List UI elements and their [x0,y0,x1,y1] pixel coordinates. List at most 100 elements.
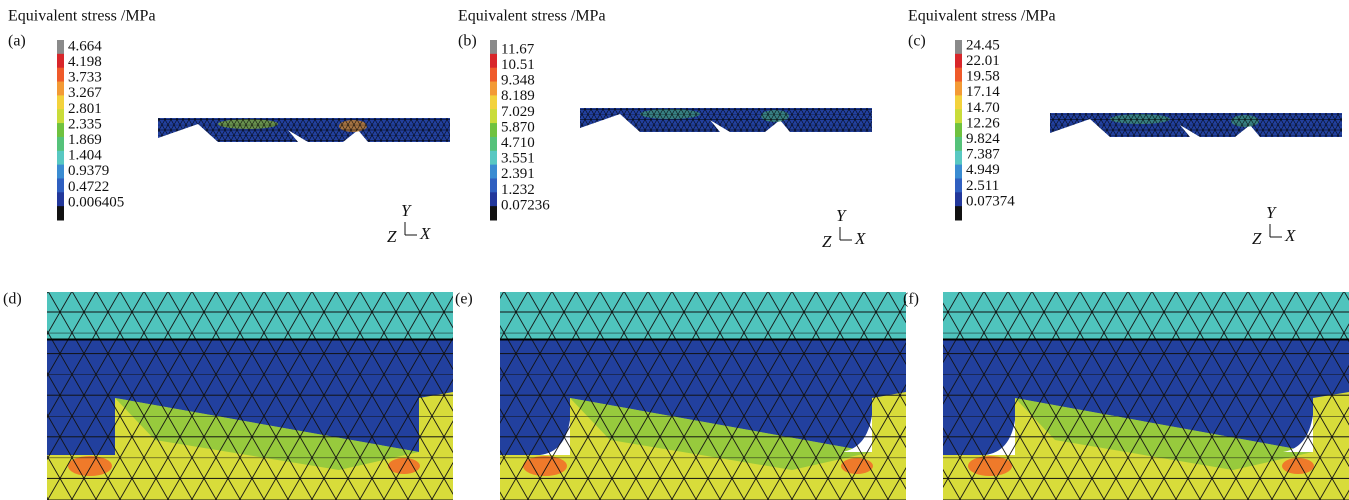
axis-z: Z [1252,229,1262,248]
colorbar-segment [57,53,64,69]
colorbar-label: 2.391 [501,166,535,182]
colorbar-label: 1.232 [501,182,535,198]
colorbar-label: 17.14 [966,84,1000,100]
colorbar-label: 10.51 [501,57,535,73]
colorbar-label: 4.710 [501,135,535,151]
colorbar-label: 0.006405 [68,194,124,210]
colorbar-label: 4.949 [966,162,1000,178]
colorbar-label: 7.387 [966,147,1000,163]
colorbar-label: 9.348 [501,73,535,89]
colorbar-label: 11.67 [501,41,535,57]
colorbar-label: 0.07374 [966,193,1015,209]
colorbar-segment [490,109,497,124]
colorbar-label: 3.551 [501,151,535,167]
axis-y: Y [1266,203,1277,222]
colorbar-label: 8.189 [501,88,535,104]
beam-mesh [580,108,872,132]
colorbar-segment [57,123,64,138]
colorbar-segment [57,81,64,96]
axis-x: X [854,229,866,248]
colorbar-segment [955,123,962,138]
colorbar-label: 2.511 [966,178,999,194]
colorbar-segment [490,95,497,110]
panel-title: Equivalent stress /MPa [8,8,156,25]
colorbar-segment [57,192,64,207]
colorbar-label: 22.01 [966,53,1000,69]
colorbar-segment [955,95,962,110]
colorbar-segment [955,53,962,69]
colorbar-label: 14.70 [966,100,1000,116]
colorbar-label: 2.801 [68,101,102,117]
colorbar-segment [955,164,962,179]
colorbar-segment [490,67,497,83]
colorbar-label: 19.58 [966,69,1000,85]
axis-z: Z [822,232,832,251]
colorbar-segment [57,178,64,193]
colorbar-segment [955,192,962,207]
colorbar-segment [955,178,962,193]
axis-triad [839,227,852,241]
mesh [943,292,1349,500]
colorbar-segment [955,67,962,83]
colorbar-label: 0.4722 [68,179,109,195]
colorbar-label: 1.404 [68,148,102,164]
colorbar-segment [490,136,497,152]
panel-label: (e) [455,291,473,308]
colorbar-label: 2.335 [68,116,102,132]
colorbar-label: 3.733 [68,70,102,86]
colorbar-segment [490,53,497,69]
beam-mesh [1050,113,1342,137]
colorbar-segment [955,136,962,152]
panel-label: (f) [903,291,919,308]
colorbar-label: 9.824 [966,131,1000,147]
axis-x: X [419,224,431,243]
panel-label: (c) [908,33,926,50]
colorbar-segment [490,40,497,55]
colorbar-segment [57,206,64,221]
colorbar-segment [490,178,497,193]
axis-triad [1269,224,1282,238]
colorbar-label: 12.26 [966,115,1000,131]
colorbar-label: 5.870 [501,119,535,135]
colorbar-segment [57,164,64,179]
panel-title: Equivalent stress /MPa [458,8,606,25]
colorbar-segment [490,206,497,221]
beam-mesh [158,118,450,142]
colorbar-segment [57,67,64,83]
colorbar-label: 0.9379 [68,163,109,179]
colorbar-segment [57,150,64,166]
axis-z: Z [387,227,397,246]
mesh [500,292,906,500]
colorbar-label: 4.664 [68,38,102,54]
colorbar-segment [490,164,497,179]
colorbar-segment [490,81,497,96]
colorbar-segment [955,109,962,124]
axis-y: Y [401,201,412,220]
axis-y: Y [836,206,847,225]
axis-x: X [1284,226,1296,245]
panel-title: Equivalent stress /MPa [908,8,1056,25]
colorbar-label: 4.198 [68,54,102,70]
colorbar-label: 0.07236 [501,197,550,213]
colorbar-segment [955,150,962,166]
colorbar-segment [57,95,64,110]
colorbar-segment [955,81,962,96]
colorbar-segment [490,123,497,138]
panel-label: (b) [458,33,477,50]
colorbar-segment [57,40,64,55]
mesh [47,292,453,500]
colorbar-segment [955,206,962,221]
colorbar-label: 1.869 [68,132,102,148]
colorbar-segment [490,150,497,166]
panel-label: (d) [3,291,22,308]
colorbar-segment [57,136,64,152]
colorbar-segment [57,109,64,124]
axis-triad [404,222,417,236]
panel-label: (a) [8,33,26,50]
colorbar-segment [490,192,497,207]
colorbar-segment [955,40,962,55]
colorbar-label: 3.267 [68,85,102,101]
colorbar-label: 7.029 [501,104,535,120]
colorbar-label: 24.45 [966,37,1000,53]
